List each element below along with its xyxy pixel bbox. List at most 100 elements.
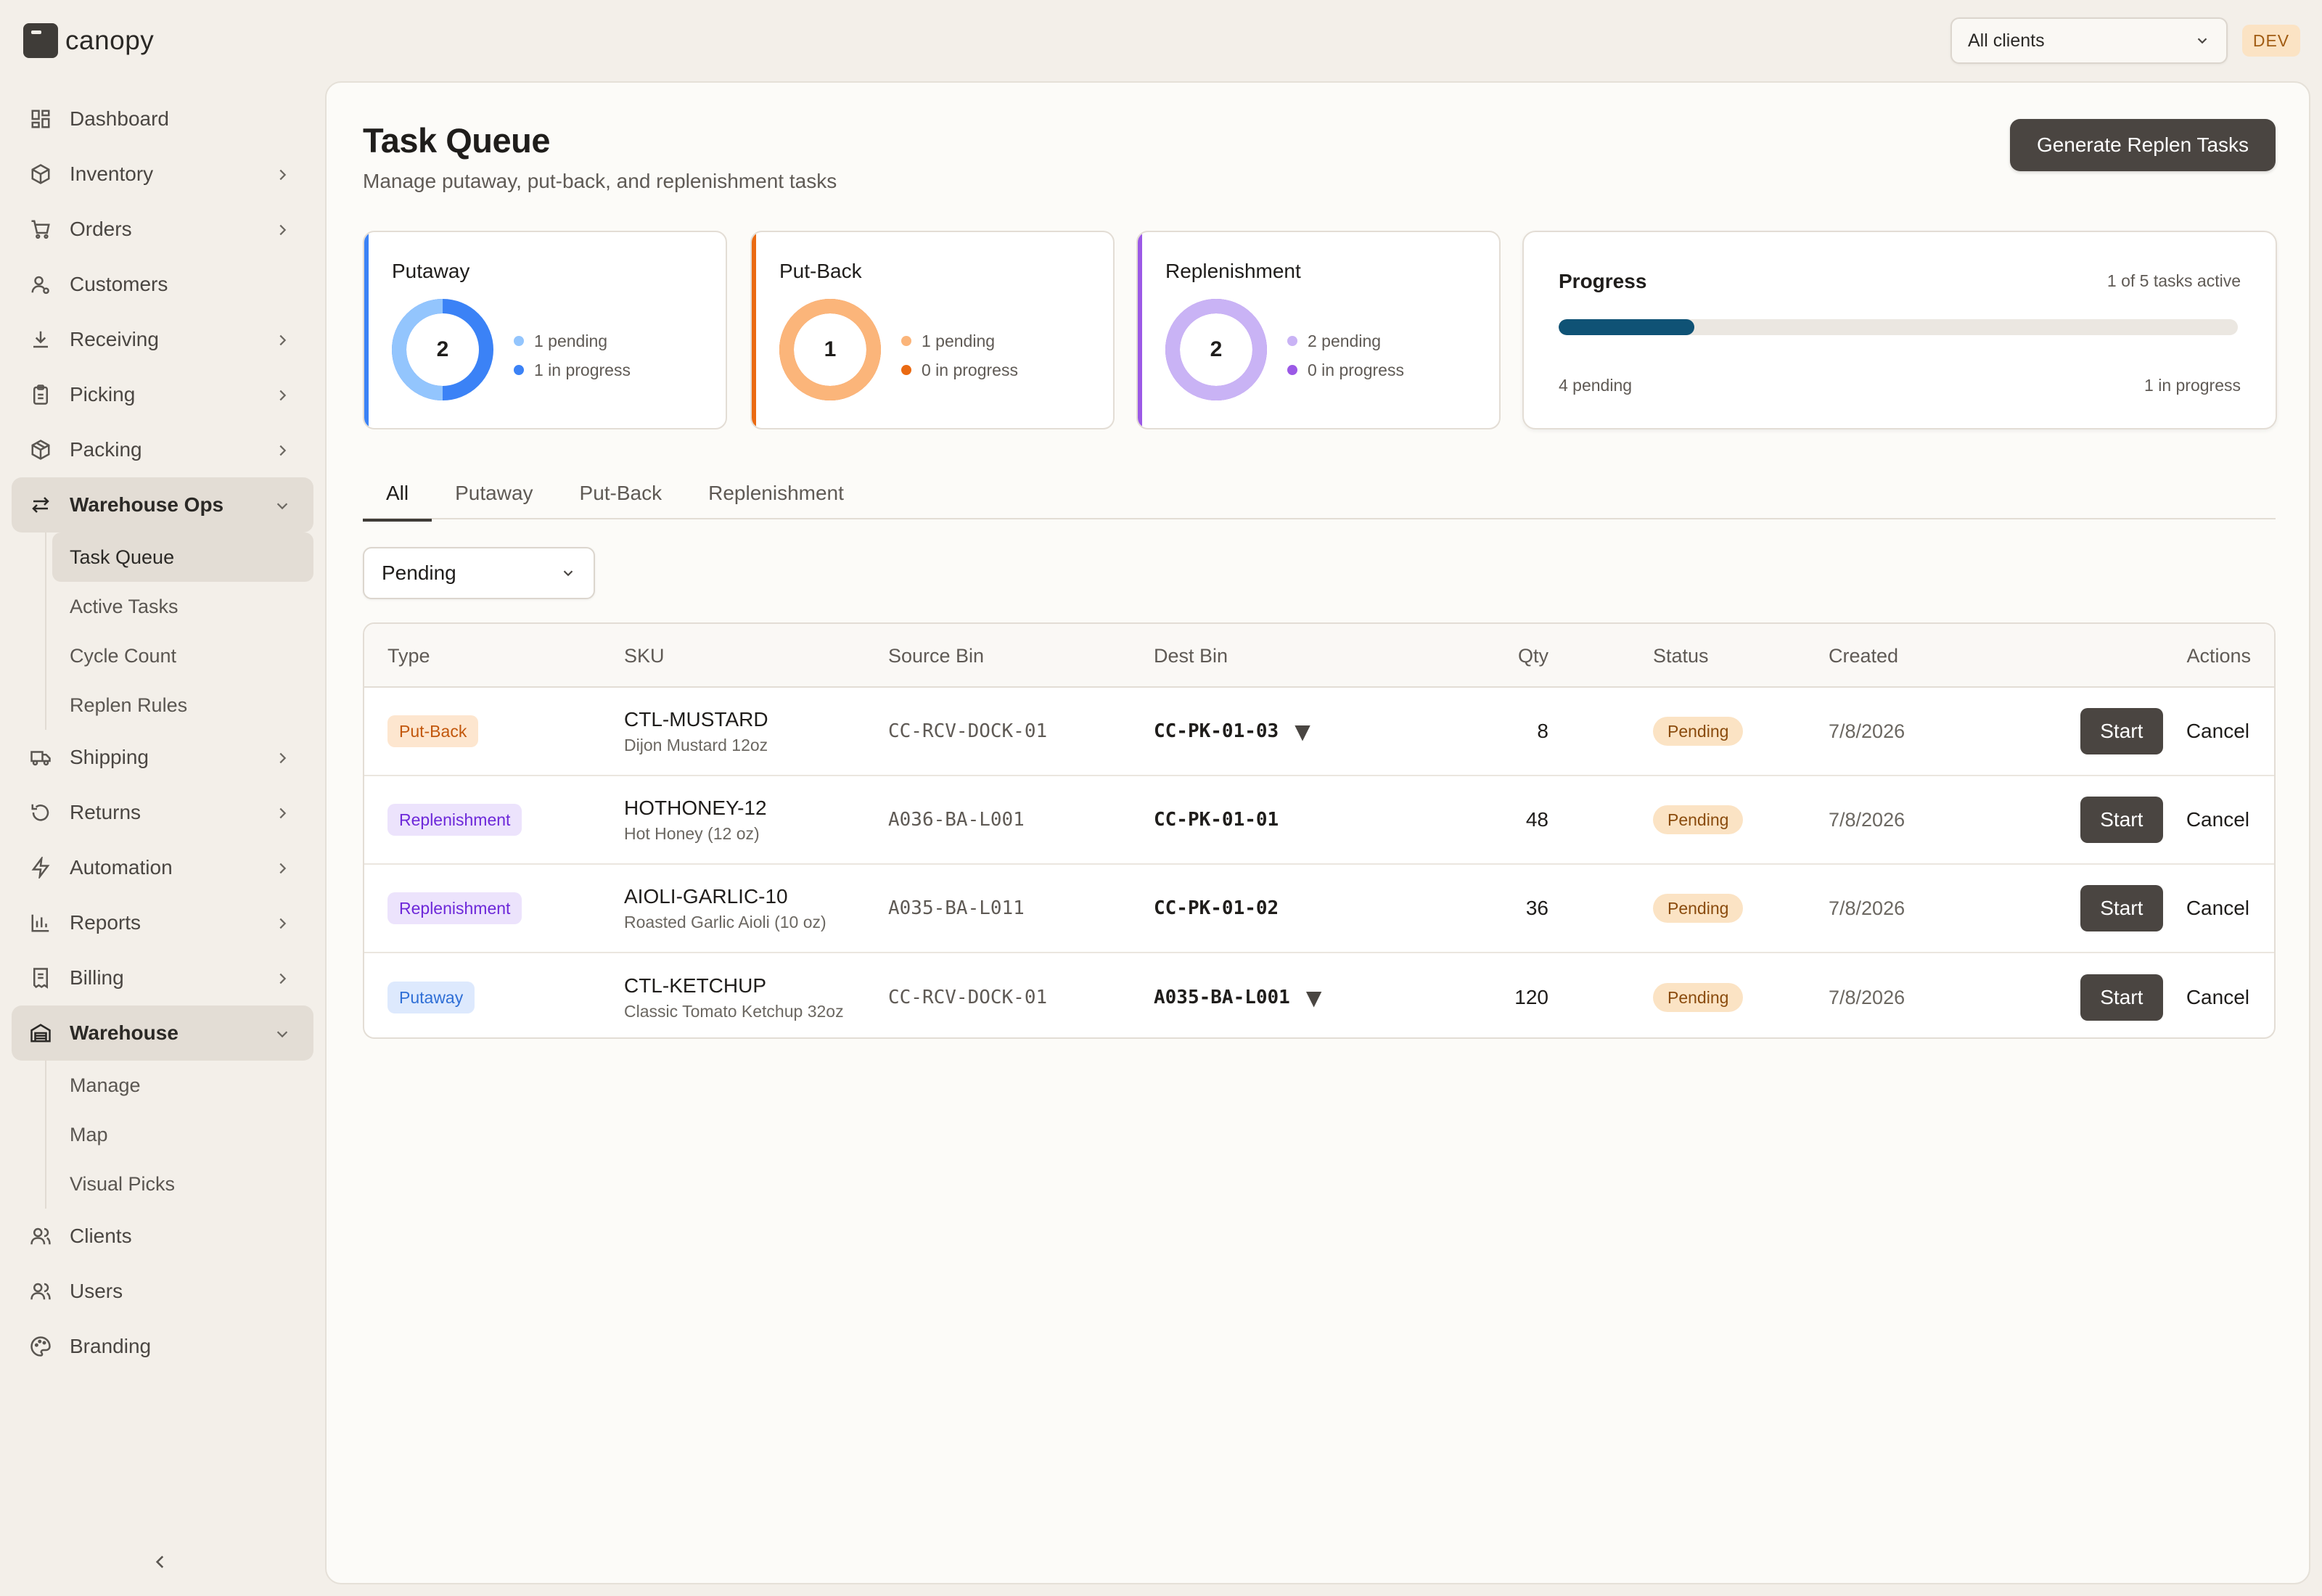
dest-bin-cell[interactable]: CC-PK-01-03 ▼ [1154, 688, 1310, 775]
sidebar-item-warehouse[interactable]: Warehouse [12, 1005, 313, 1061]
sku-cell: AIOLI-GARLIC-10 Roasted Garlic Aioli (10 … [624, 865, 826, 952]
cancel-button[interactable]: Cancel [2186, 808, 2249, 831]
sidebar-item-shipping[interactable]: Shipping [12, 730, 313, 785]
status-badge: Pending [1653, 805, 1744, 834]
sidebar-subitem-map[interactable]: Map [70, 1123, 108, 1145]
sku-cell: HOTHONEY-12 Hot Honey (12 oz) [624, 776, 767, 863]
users-icon [29, 1225, 52, 1248]
chevron-right-icon [274, 330, 293, 349]
sidebar-item-receiving[interactable]: Receiving [12, 312, 313, 367]
start-button[interactable]: Start [2080, 974, 2163, 1021]
sidebar-item-users[interactable]: Users [12, 1264, 313, 1319]
chevron-right-icon [274, 803, 293, 822]
status-filter-select[interactable]: Pending [363, 547, 595, 599]
chevron-right-icon [274, 858, 293, 877]
tab-putaway[interactable]: Putaway [455, 482, 533, 504]
sidebar-subitem-cycle-count[interactable]: Cycle Count [70, 644, 177, 667]
sidebar-item-dashboard[interactable]: Dashboard [12, 91, 313, 147]
stat-card-replenishment: Replenishment 2 2 pending 0 in progress [1136, 231, 1501, 429]
type-cell: Replenishment [387, 776, 522, 863]
dest-bin: CC-PK-01-02 [1154, 897, 1279, 919]
actions-cell: Start Cancel [2080, 688, 2251, 775]
sidebar-subitem-manage[interactable]: Manage [70, 1074, 141, 1096]
status-filter-value: Pending [382, 562, 456, 584]
stat-card-putaway: Putaway 2 1 pending 1 in progress [363, 231, 727, 429]
generate-replen-tasks-button[interactable]: Generate Replen Tasks [2010, 119, 2276, 171]
column-header-dest-bin: Dest Bin [1154, 644, 1228, 667]
tab-replenishment[interactable]: Replenishment [708, 482, 844, 504]
chevron-down-icon [274, 495, 293, 514]
type-cell: Putaway [387, 953, 475, 1037]
sidebar-item-label: Warehouse Ops [70, 493, 224, 516]
stat-card-count: 2 [1210, 337, 1223, 361]
stat-card-put-back: Put-Back 1 1 pending 0 in progress [750, 231, 1115, 429]
sidebar-item-customers[interactable]: Customers [12, 257, 313, 312]
sidebar-item-clients[interactable]: Clients [12, 1209, 313, 1264]
status-badge: Pending [1653, 894, 1744, 923]
progress-card: Progress 1 of 5 tasks active 4 pending 1… [1522, 231, 2277, 429]
status-badge: Pending [1653, 717, 1744, 746]
type-badge: Putaway [387, 982, 475, 1013]
sidebar-subitem-replen-rules[interactable]: Replen Rules [70, 694, 188, 716]
sidebar-item-label: Users [70, 1280, 123, 1302]
sidebar-item-reports[interactable]: Reports [12, 895, 313, 950]
sidebar-item-branding[interactable]: Branding [12, 1319, 313, 1374]
progress-active-text: 1 of 5 tasks active [2106, 271, 2241, 290]
collapse-sidebar-icon[interactable] [151, 1552, 173, 1574]
sidebar-item-label: Reports [70, 911, 141, 934]
start-button[interactable]: Start [2080, 708, 2163, 754]
caret-down-icon[interactable]: ▼ [1295, 719, 1310, 744]
caret-down-icon[interactable]: ▼ [1305, 985, 1322, 1010]
sidebar-item-label: Branding [70, 1335, 152, 1357]
donut-chart [779, 299, 881, 400]
column-header-actions: Actions [2186, 644, 2251, 667]
stat-card-accent [364, 232, 369, 428]
sidebar-item-label: Receiving [70, 328, 159, 350]
sidebar-item-returns[interactable]: Returns [12, 785, 313, 840]
sku-code: CTL-MUSTARD [624, 707, 768, 731]
truck-icon [29, 746, 52, 769]
sidebar-item-label: Billing [70, 966, 124, 989]
type-badge: Put-Back [387, 715, 479, 747]
sidebar-item-picking[interactable]: Picking [12, 367, 313, 422]
sidebar-item-automation[interactable]: Automation [12, 840, 313, 895]
sidebar-item-label: Orders [70, 218, 132, 240]
cancel-button[interactable]: Cancel [2186, 986, 2249, 1008]
client-select[interactable]: All clients [1950, 17, 2228, 64]
start-button[interactable]: Start [2080, 885, 2163, 931]
sidebar-subitem-visual-picks[interactable]: Visual Picks [70, 1172, 176, 1195]
sidebar-item-billing[interactable]: Billing [12, 950, 313, 1005]
sidebar-item-orders[interactable]: Orders [12, 202, 313, 257]
table-row: Put-Back CTL-MUSTARD Dijon Mustard 12oz CC-… [364, 688, 2274, 776]
sku-cell: CTL-KETCHUP Classic Tomato Ketchup 32oz [624, 953, 844, 1037]
stat-card-count: 1 [824, 337, 837, 361]
type-cell: Put-Back [387, 688, 479, 775]
dest-bin-cell[interactable]: A035-BA-L001 ▼ [1154, 953, 1322, 1037]
sidebar-item-warehouse-ops[interactable]: Warehouse Ops [12, 477, 313, 532]
sidebar-subnav-warehouse: Manage Map Visual Picks [30, 1061, 313, 1209]
start-button[interactable]: Start [2080, 797, 2163, 843]
tab-put-back[interactable]: Put-Back [579, 482, 662, 504]
brand[interactable]: canopy [23, 22, 154, 59]
sidebar-subitem-task-queue[interactable]: Task Queue [52, 532, 313, 582]
actions-cell: Start Cancel [2080, 865, 2251, 952]
env-badge: DEV [2242, 25, 2300, 57]
cancel-button[interactable]: Cancel [2186, 720, 2249, 742]
sidebar-item-packing[interactable]: Packing [12, 422, 313, 477]
sidebar-item-label: Packing [70, 438, 142, 461]
dest-bin: CC-PK-01-03 [1154, 720, 1279, 742]
bolt-icon [29, 856, 52, 879]
tab-all[interactable]: All [363, 467, 432, 522]
main-panel: Task Queue Manage putaway, put-back, and… [325, 81, 2310, 1584]
arrows-icon [29, 493, 52, 517]
cancel-button[interactable]: Cancel [2186, 897, 2249, 919]
sku-code: CTL-KETCHUP [624, 974, 767, 997]
column-header-status: Status [1653, 644, 1709, 667]
sku-name: Hot Honey (12 oz) [624, 823, 760, 843]
sidebar-item-inventory[interactable]: Inventory [12, 147, 313, 202]
created-date: 7/8/2026 [1829, 720, 1905, 742]
donut-pending-segment [779, 299, 881, 400]
chevron-right-icon [274, 748, 293, 767]
table-row: Replenishment HOTHONEY-12 Hot Honey (12 oz… [364, 776, 2274, 865]
sidebar-subitem-active-tasks[interactable]: Active Tasks [70, 595, 179, 617]
